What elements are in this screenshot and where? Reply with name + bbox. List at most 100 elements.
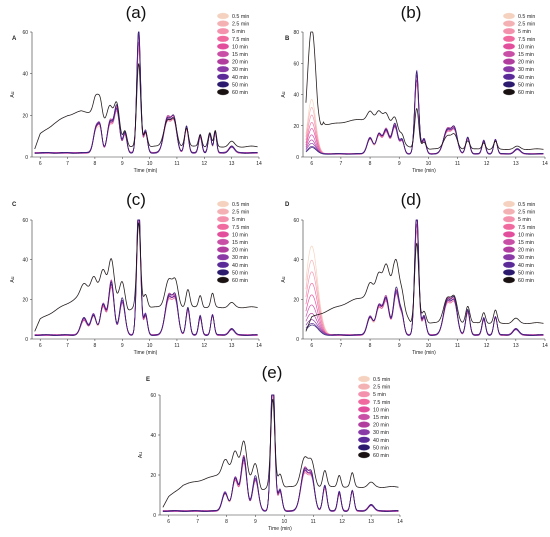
legend-swatch — [502, 50, 516, 58]
x-tick-label: 10 — [426, 343, 432, 349]
legend-entry: 30 min — [232, 255, 248, 261]
x-tick-label: 13 — [513, 161, 519, 167]
x-tick-label: 14 — [256, 161, 262, 167]
legend-entry: 60 min — [518, 278, 534, 284]
x-tick-label: 11 — [174, 161, 179, 167]
x-tick-label: 9 — [121, 161, 124, 167]
series-line-9 — [305, 219, 544, 336]
legend-entry: 10 min — [518, 44, 534, 50]
legend-swatch — [502, 20, 516, 27]
y-tick-label: 20 — [150, 473, 156, 479]
legend-swatch — [216, 269, 230, 276]
legend-entry: 2.5 min — [232, 210, 249, 216]
x-tick-label: 14 — [397, 519, 403, 525]
legend-entry: 10 min — [232, 232, 248, 238]
legend-entry: 40 min — [518, 263, 534, 269]
legend-entry: 10 min — [518, 232, 534, 238]
y-axis-label: Au — [138, 452, 144, 458]
legend-entry: 40 min — [518, 75, 534, 81]
legend-swatch — [216, 88, 230, 96]
x-tick-label: 8 — [369, 161, 372, 167]
legend-swatch — [357, 413, 371, 421]
legend-entry: 30 min — [232, 67, 248, 73]
y-tick-label: 0 — [296, 155, 299, 161]
x-tick-label: 8 — [369, 343, 372, 349]
x-axis-label: Time (min) — [134, 168, 158, 174]
y-tick-label: 60 — [22, 218, 28, 224]
legend-entry: 50 min — [518, 270, 534, 276]
y-tick-label: 80 — [293, 30, 299, 36]
x-tick-label: 6 — [39, 161, 42, 167]
x-tick-label: 14 — [542, 161, 548, 167]
legend-entry: 2.5 min — [518, 22, 535, 28]
legend-entry: 20 min — [518, 60, 534, 66]
legend-entry: 40 min — [232, 263, 248, 269]
x-tick-label: 6 — [167, 519, 170, 525]
panel-caption: (d) — [401, 190, 422, 209]
x-tick-label: 11 — [311, 519, 316, 525]
legend-swatch — [502, 223, 516, 231]
legend-swatch — [216, 27, 230, 35]
x-tick-label: 11 — [455, 161, 460, 167]
legend-swatch — [357, 375, 371, 383]
legend-entry: 5 min — [518, 29, 531, 35]
x-tick-label: 9 — [121, 343, 124, 349]
legend-entry: 50 min — [373, 445, 389, 451]
panel-caption: (b) — [401, 3, 422, 22]
legend-swatch — [357, 436, 371, 444]
legend-entry: 15 min — [518, 52, 534, 58]
legend-swatch — [216, 73, 230, 81]
y-tick-label: 40 — [293, 258, 299, 264]
legend-swatch — [357, 390, 371, 398]
legend-swatch — [216, 261, 230, 269]
x-tick-label: 10 — [147, 343, 153, 349]
legend-swatch — [216, 43, 230, 50]
legend-entry: 60 min — [232, 90, 248, 96]
legend-swatch — [216, 276, 230, 284]
legend-swatch — [502, 73, 516, 81]
x-tick-label: 13 — [513, 343, 519, 349]
legend-swatch — [216, 215, 230, 223]
legend-swatch — [216, 200, 230, 208]
legend-swatch — [502, 43, 516, 50]
x-axis-label: Time (min) — [268, 526, 292, 532]
x-tick-label: 9 — [254, 519, 257, 525]
legend-entry: 7.5 min — [518, 225, 535, 231]
x-tick-label: 10 — [426, 161, 432, 167]
y-tick-label: 0 — [153, 513, 156, 519]
legend-entry: 0.5 min — [518, 202, 535, 208]
legend-entry: 10 min — [232, 44, 248, 50]
legend-swatch — [502, 81, 516, 88]
y-tick-label: 20 — [293, 124, 299, 130]
legend-entry: 20 min — [518, 248, 534, 254]
y-tick-label: 40 — [293, 93, 299, 99]
legend-swatch — [502, 246, 516, 253]
legend-swatch — [502, 269, 516, 276]
series-line-8 — [162, 394, 399, 512]
legend-entry: 2.5 min — [232, 22, 249, 28]
series-line-8 — [305, 219, 544, 336]
panel-letter: B — [285, 36, 290, 42]
legend-swatch — [216, 238, 230, 246]
y-tick-label: 60 — [22, 30, 28, 36]
legend-swatch — [216, 50, 230, 58]
x-tick-label: 8 — [225, 519, 228, 525]
series-line-9 — [34, 219, 258, 336]
panel-letter: D — [285, 202, 290, 208]
y-tick-label: 60 — [293, 61, 299, 67]
legend-swatch — [357, 406, 371, 413]
panel-caption: (c) — [126, 190, 146, 209]
y-tick-label: 20 — [22, 113, 28, 119]
legend-entry: 7.5 min — [518, 37, 535, 43]
legend-swatch — [357, 444, 371, 451]
x-tick-label: 12 — [202, 343, 208, 349]
x-tick-label: 11 — [174, 343, 179, 349]
x-tick-label: 8 — [94, 161, 97, 167]
y-tick-label: 60 — [293, 218, 299, 224]
x-tick-label: 7 — [66, 161, 69, 167]
chart-panel-b: (b) B 0 20 40 60 80 6 7 8 9 10 11 12 13 14 Time (min) Au 0… — [281, 3, 548, 174]
y-axis-label: Au — [10, 276, 16, 282]
legend-entry: 0.5 min — [232, 202, 249, 208]
